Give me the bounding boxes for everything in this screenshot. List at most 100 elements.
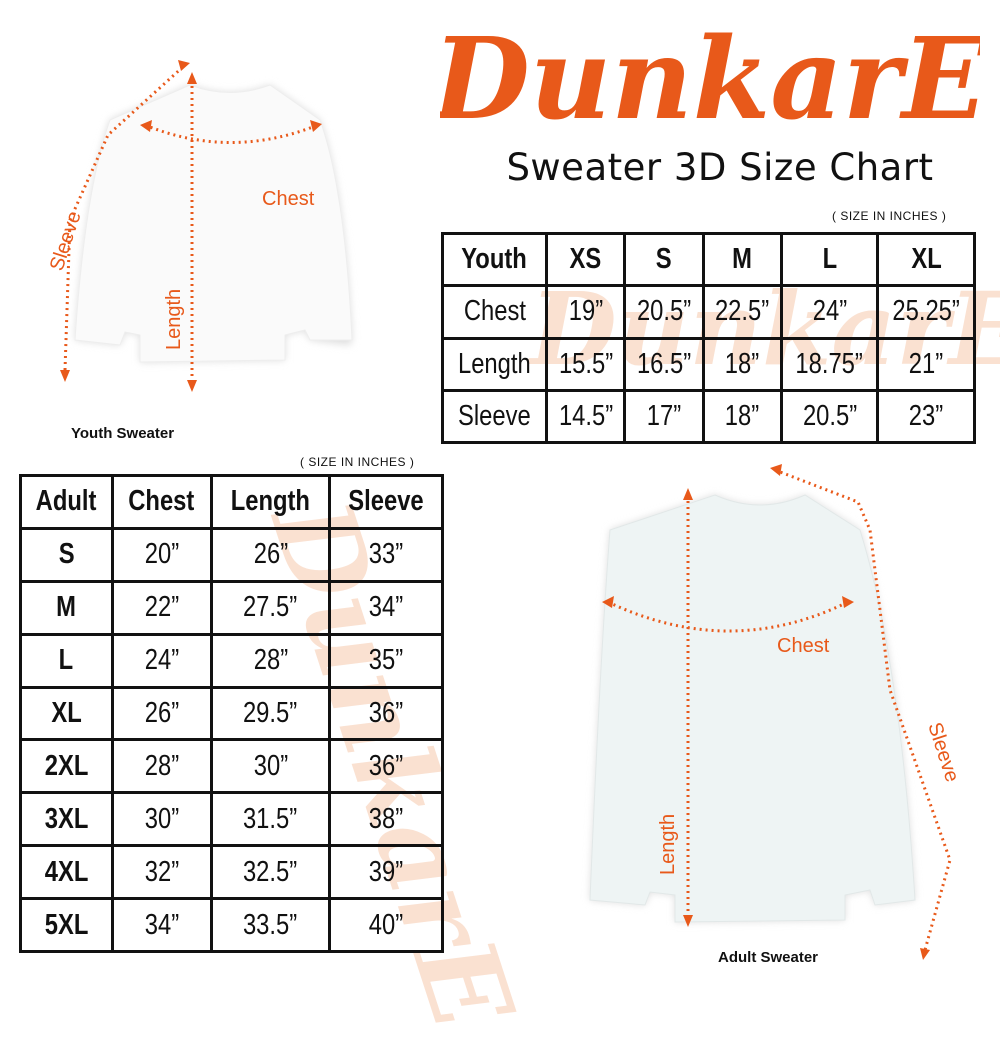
cell-text: 35” bbox=[368, 644, 404, 677]
cell-text: 26” bbox=[253, 538, 288, 571]
table-cell: 32.5” bbox=[209, 844, 332, 900]
cell-text: 36” bbox=[368, 696, 404, 729]
table-cell: 20” bbox=[110, 526, 213, 583]
table-cell: 35” bbox=[328, 632, 444, 689]
cell-text: L bbox=[59, 644, 74, 677]
adult-size-table: Adult Chest Length Sleeve S 20” 26” 33” M 22” 27.5… bbox=[19, 474, 444, 953]
table-cell: 25.25” bbox=[876, 284, 976, 340]
table-cell: 22” bbox=[110, 579, 213, 636]
cell-text: 15.5” bbox=[558, 347, 613, 380]
header-cell: Sleeve bbox=[328, 474, 444, 530]
table-cell: 24” bbox=[779, 284, 880, 340]
cell-text: 23” bbox=[908, 399, 944, 432]
table-cell: 33.5” bbox=[209, 897, 332, 953]
cell-text: Sleeve bbox=[458, 399, 531, 432]
cell-text: M bbox=[56, 591, 77, 624]
cell-text: 18” bbox=[724, 347, 760, 380]
header-cell: L bbox=[779, 231, 880, 288]
table-row: 2XL 28” 30” 36” bbox=[19, 738, 444, 795]
table-cell: 33” bbox=[328, 526, 444, 583]
cell-text: 17” bbox=[646, 399, 682, 432]
sleeve-label: Sleeve bbox=[923, 720, 963, 785]
cell-text: 38” bbox=[368, 802, 404, 835]
table-cell: 30” bbox=[209, 738, 332, 795]
table-row: Length 15.5” 16.5” 18” 18.75” 21” bbox=[441, 336, 976, 392]
cell-text: 14.5” bbox=[558, 399, 613, 432]
adult-caption: Adult Sweater bbox=[718, 949, 819, 966]
cell-text: XL bbox=[910, 243, 942, 276]
cell-text: 28” bbox=[144, 749, 179, 782]
cell-text: 39” bbox=[368, 855, 404, 888]
row-label-cell: 3XL bbox=[19, 791, 114, 848]
table-cell: 20.5” bbox=[623, 284, 705, 340]
cell-text: 4XL bbox=[44, 855, 89, 888]
table-cell: 40” bbox=[328, 897, 444, 953]
table-cell: 30” bbox=[110, 791, 213, 848]
table-cell: 18.75” bbox=[779, 336, 880, 392]
table-cell: 31.5” bbox=[209, 791, 332, 848]
table-cell: 23” bbox=[876, 388, 976, 445]
cell-text: 24” bbox=[144, 644, 179, 677]
cell-text: Adult bbox=[35, 485, 97, 518]
cell-text: 36” bbox=[368, 749, 404, 782]
table-cell: 28” bbox=[209, 632, 332, 689]
table-cell: 26” bbox=[110, 685, 213, 742]
header-cell: Adult bbox=[19, 474, 114, 530]
length-label: Length bbox=[163, 289, 185, 350]
row-label-cell: M bbox=[19, 579, 114, 636]
youth-unit-note: ( SIZE IN INCHES ) bbox=[832, 209, 947, 223]
cell-text: 16.5” bbox=[636, 347, 691, 380]
row-label-cell: Length bbox=[441, 336, 548, 392]
header-cell: M bbox=[701, 231, 783, 288]
cell-text: Length bbox=[458, 347, 531, 380]
cell-text: XL bbox=[51, 696, 82, 729]
cell-text: 5XL bbox=[44, 908, 89, 941]
table-cell: 27.5” bbox=[209, 579, 332, 636]
cell-text: S bbox=[58, 538, 75, 571]
cell-text: 34” bbox=[368, 591, 404, 624]
cell-text: 18” bbox=[724, 399, 760, 432]
cell-text: 32” bbox=[144, 855, 179, 888]
cell-text: 3XL bbox=[44, 802, 89, 835]
table-row: Sleeve 14.5” 17” 18” 20.5” 23” bbox=[441, 388, 976, 445]
cell-text: 20.5” bbox=[636, 295, 691, 328]
table-row: 5XL 34” 33.5” 40” bbox=[19, 897, 444, 953]
row-label-cell: Sleeve bbox=[441, 388, 548, 445]
header-cell: S bbox=[623, 231, 705, 288]
row-label-cell: L bbox=[19, 632, 114, 689]
cell-text: S bbox=[655, 243, 672, 276]
cell-text: M bbox=[732, 243, 753, 276]
table-cell: 38” bbox=[328, 791, 444, 848]
row-label-cell: S bbox=[19, 526, 114, 583]
cell-text: 27.5” bbox=[243, 591, 298, 624]
cell-text: 20” bbox=[144, 538, 179, 571]
table-cell: 16.5” bbox=[623, 336, 705, 392]
header-cell: Youth bbox=[441, 231, 548, 288]
cell-text: L bbox=[822, 243, 837, 276]
table-cell: 14.5” bbox=[544, 388, 627, 445]
cell-text: Chest bbox=[128, 485, 195, 518]
table-cell: 29.5” bbox=[209, 685, 332, 742]
row-label-cell: XL bbox=[19, 685, 114, 742]
cell-text: 2XL bbox=[44, 749, 89, 782]
cell-text: 40” bbox=[368, 908, 404, 941]
table-cell: 18” bbox=[701, 388, 783, 445]
cell-text: 22” bbox=[144, 591, 179, 624]
cell-text: 30” bbox=[144, 802, 179, 835]
length-label: Length bbox=[657, 814, 679, 875]
header-cell: Length bbox=[209, 474, 332, 530]
row-label-cell: 4XL bbox=[19, 844, 114, 900]
table-cell: 18” bbox=[701, 336, 783, 392]
cell-text: Sleeve bbox=[348, 485, 424, 518]
cell-text: 30” bbox=[253, 749, 288, 782]
chest-label: Chest bbox=[262, 188, 315, 210]
youth-caption: Youth Sweater bbox=[71, 425, 175, 442]
cell-text: 34” bbox=[144, 908, 179, 941]
cell-text: 21” bbox=[908, 347, 944, 380]
cell-text: 32.5” bbox=[243, 855, 298, 888]
youth-size-table: Youth XS S M L XL Chest 19” 20.5” 22.5” 24” 25.25” L… bbox=[441, 231, 976, 445]
table-row: Chest 19” 20.5” 22.5” 24” 25.25” bbox=[441, 284, 976, 340]
table-cell: 20.5” bbox=[779, 388, 880, 445]
table-cell: 39” bbox=[328, 844, 444, 900]
table-row: XL 26” 29.5” 36” bbox=[19, 685, 444, 742]
